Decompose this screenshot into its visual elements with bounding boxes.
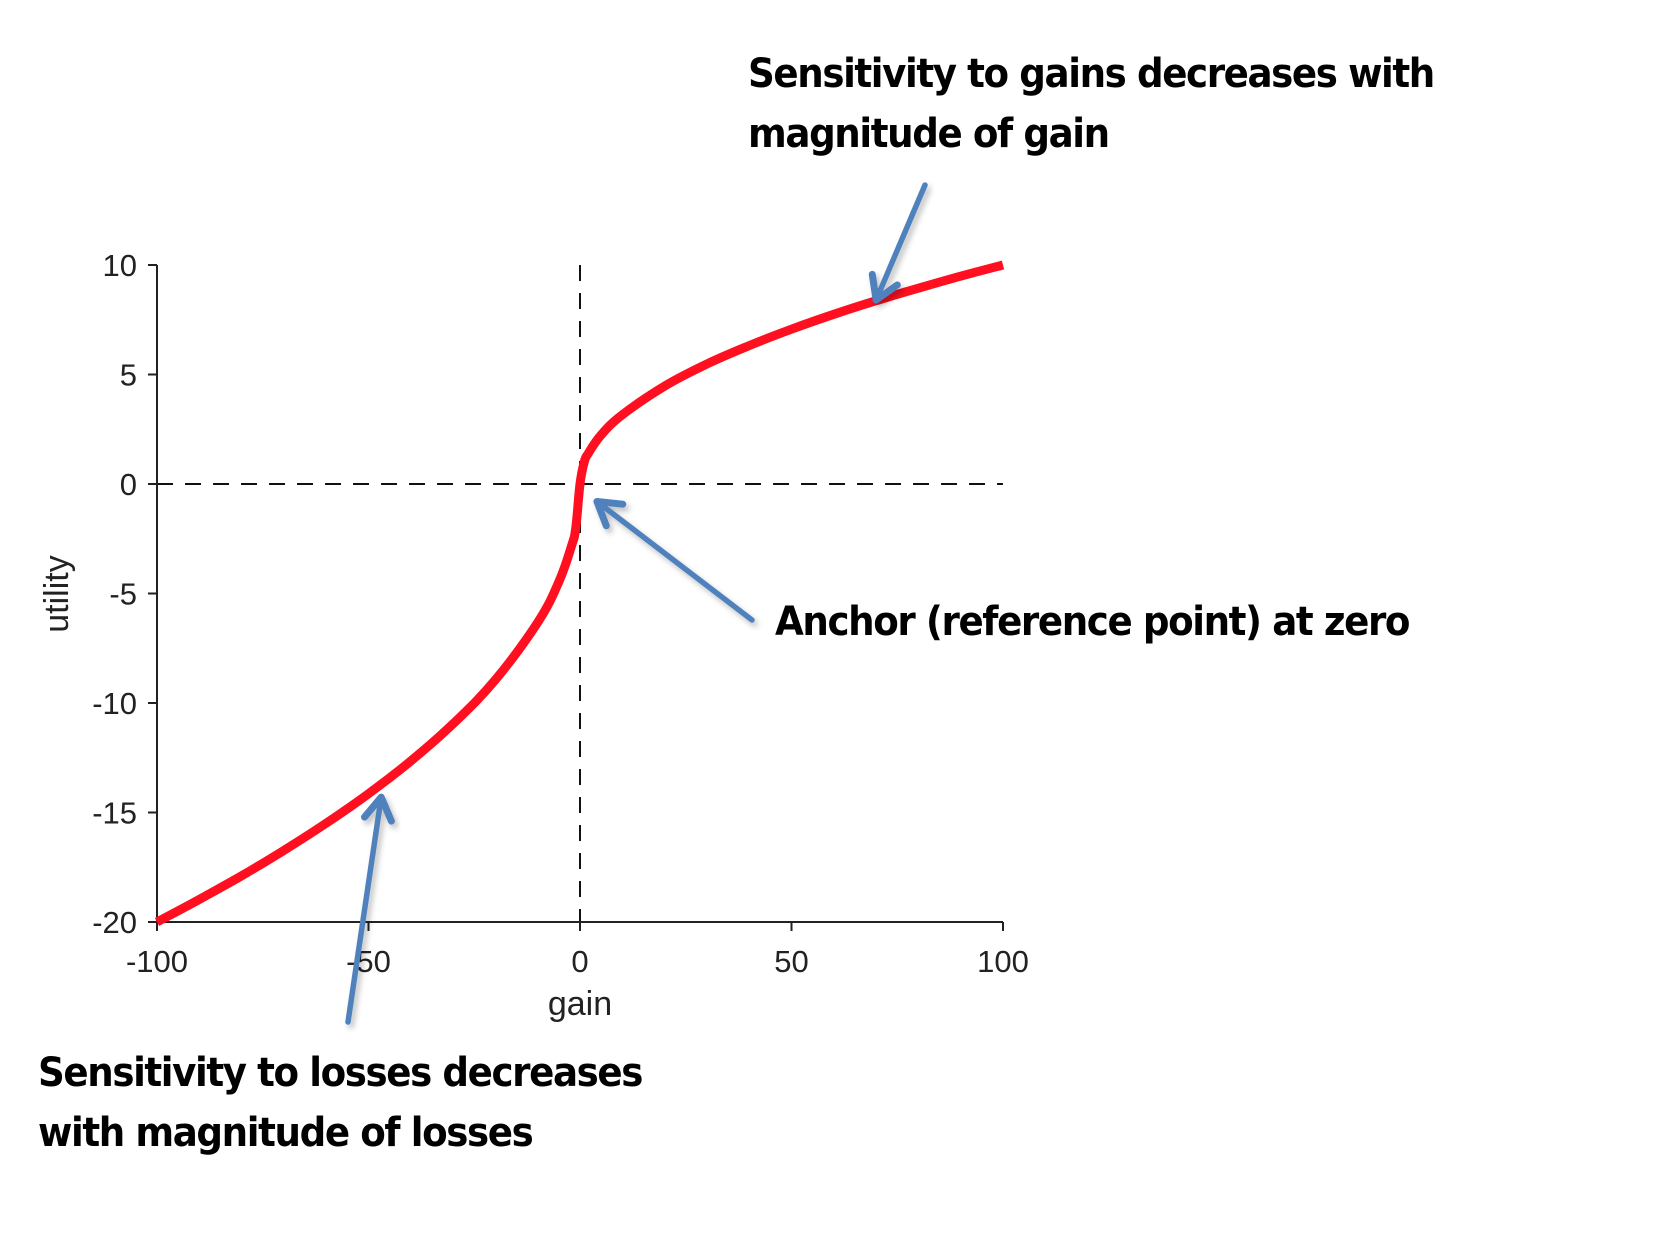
annotation-losses: Sensitivity to losses decreases with mag…: [38, 1043, 643, 1163]
y-tick-label: 10: [103, 248, 137, 283]
arrow-shaft-losses: [345, 794, 384, 1025]
x-tick-label: 0: [571, 944, 588, 979]
arrow-anchor: [593, 498, 755, 623]
arrow-head-anchor: [593, 498, 627, 530]
x-tick-label: 100: [977, 944, 1029, 979]
annotation-arrows: [345, 182, 928, 1025]
arrow-head-losses: [361, 793, 395, 825]
arrow-shaft-gains: [873, 182, 928, 303]
x-tick-label: 50: [774, 944, 808, 979]
y-tick-label: 0: [120, 467, 137, 502]
y-axis-title: utility: [38, 555, 76, 632]
x-axis-title: gain: [548, 985, 612, 1023]
arrow-shaft-anchor: [594, 498, 755, 623]
y-tick-label: -5: [109, 577, 137, 612]
series-line-value-function: [154, 260, 1005, 926]
annotation-anchor: Anchor (reference point) at zero: [775, 592, 1410, 652]
curve-layer: [154, 260, 1005, 926]
y-tick-label: -20: [92, 905, 137, 940]
annotation-gains: Sensitivity to gains decreases with magn…: [748, 44, 1435, 164]
arrow-head-gains: [868, 270, 901, 304]
arrow-losses: [345, 793, 395, 1025]
y-tick-label: -15: [92, 796, 137, 831]
annotation-losses-line-1: Sensitivity to losses decreases: [38, 1050, 643, 1096]
annotation-anchor-line-1: Anchor (reference point) at zero: [775, 599, 1410, 645]
y-tick-label: -10: [92, 686, 137, 721]
annotation-losses-line-2: with magnitude of losses: [38, 1110, 534, 1156]
arrow-gains: [868, 182, 928, 304]
y-tick-label: 5: [120, 358, 137, 393]
annotation-gains-line-2: magnitude of gain: [748, 111, 1110, 157]
annotation-gains-line-1: Sensitivity to gains decreases with: [748, 51, 1435, 97]
x-tick-label: -100: [126, 944, 188, 979]
